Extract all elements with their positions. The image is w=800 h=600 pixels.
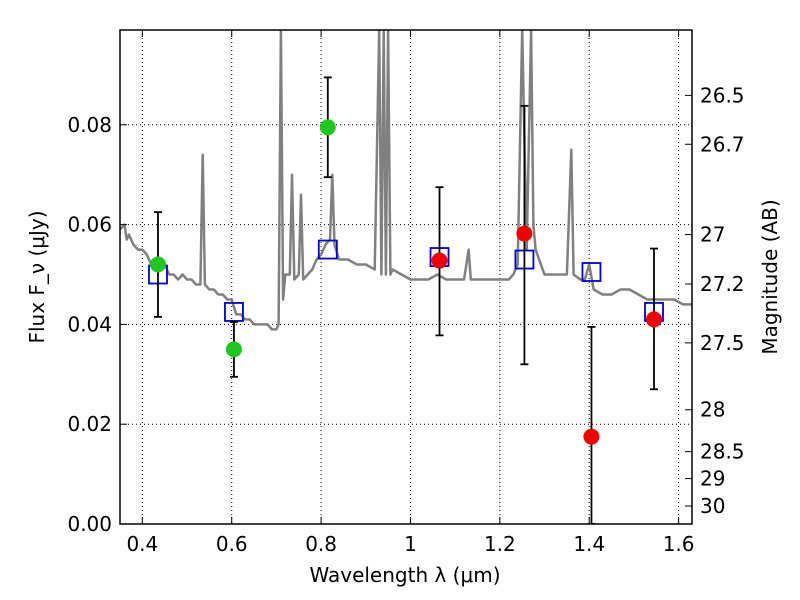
right-tick-label: 30 [700,494,725,518]
x-tick-label: 1 [404,532,417,556]
right-tick-label: 26.7 [700,132,745,156]
right-axis-title: Magnitude (AB) [758,199,782,354]
right-tick-label: 28.5 [700,440,745,464]
y-tick-label: 0.02 [67,412,112,436]
data-point-red [431,252,448,269]
plot-area [120,30,692,524]
model-spectrum-line [120,30,692,331]
data-point-green [149,256,166,273]
y-tick-label: 0.00 [67,512,112,536]
data-point-green [319,119,336,136]
y-tick-label: 0.06 [67,213,112,237]
plot-frame [119,29,693,525]
data-point-red [516,225,533,242]
axes: 0.4 0.6 0.8 1 1.2 1.4 1.6 0.00 0.02 0.04 0.06 0.08 2… [67,29,745,556]
x-axis-title: Wavelength λ (μm) [309,563,500,587]
x-tick-label: 1.4 [573,532,605,556]
data-point-red [646,311,663,328]
y-tick-label: 0.04 [67,312,112,336]
x-tick-label: 0.6 [216,532,248,556]
y-axis-title: Flux F_ν (μJy) [25,210,49,343]
y-tick-label: 0.08 [67,113,112,137]
model-point-square [317,239,338,260]
model-point-square [581,262,602,282]
model-point-square [224,302,244,322]
x-tick-label: 0.8 [305,532,337,556]
right-tick-label: 26.5 [700,83,745,107]
right-tick-label: 27.2 [700,272,745,296]
data-point-green [225,341,242,358]
x-tick-label: 0.4 [126,532,158,556]
right-tick-label: 27 [700,223,725,247]
data-point-red [583,428,600,445]
right-tick-label: 29 [700,467,725,491]
right-tick-label: 27.5 [700,331,745,355]
x-tick-label: 1.6 [663,532,695,556]
x-tick-label: 1.2 [484,532,516,556]
right-tick-label: 28 [700,398,725,422]
